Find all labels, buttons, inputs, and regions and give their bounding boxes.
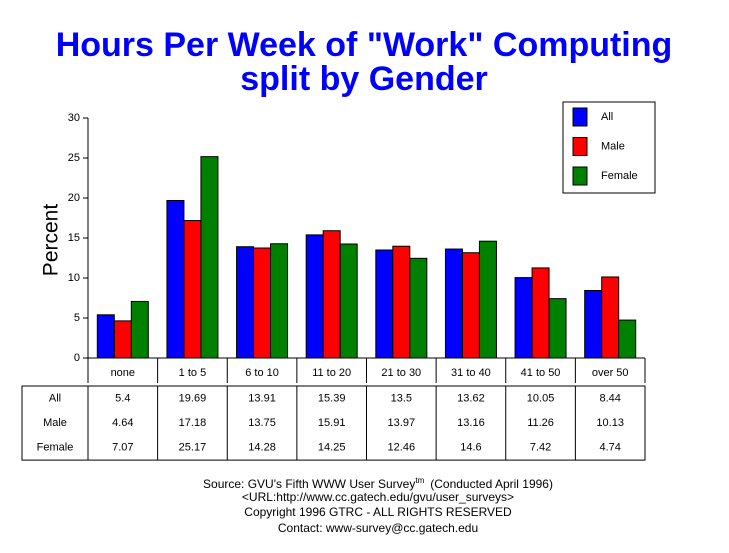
- legend-label: Male: [601, 140, 625, 152]
- conducted: (Conducted April 1996): [430, 477, 553, 491]
- table-cell: 15.39: [318, 392, 346, 404]
- bar: [444, 248, 463, 359]
- source-superscript: tm: [415, 476, 424, 485]
- table-cell: 19.69: [179, 392, 207, 404]
- x-tick-label: 1 to 5: [179, 367, 207, 379]
- table-cell: 8.44: [599, 392, 620, 404]
- chart-title: Hours Per Week of "Work" Computing: [56, 26, 673, 64]
- bar: [339, 243, 358, 359]
- table-cell: 11.26: [527, 417, 554, 429]
- legend-label: All: [601, 111, 613, 123]
- table-cell: 12.46: [388, 442, 416, 454]
- table-cell: 17.18: [179, 417, 207, 429]
- table-cell: 4.74: [599, 442, 620, 454]
- x-tick-label: 6 to 10: [245, 367, 279, 379]
- footer-copyright: Copyright 1996 GTRC - ALL RIGHTS RESERVE…: [244, 505, 512, 519]
- y-tick-label: 25: [68, 152, 80, 164]
- y-tick-label: 10: [68, 272, 80, 284]
- table-row-label: Male: [43, 417, 67, 429]
- y-tick-label: 15: [68, 232, 80, 244]
- source: Source: GVU's Fifth WWW User Survey: [203, 477, 415, 491]
- footer-contact: Contact: www-survey@cc.gatech.edu: [278, 521, 478, 535]
- table-cell: 7.42: [530, 442, 551, 454]
- bar: [322, 230, 341, 359]
- table-cell: 13.62: [457, 392, 485, 404]
- legend-swatch: [572, 107, 588, 127]
- bar: [305, 234, 324, 359]
- table-cell: 14.28: [248, 442, 276, 454]
- y-tick-label: 30: [68, 112, 80, 124]
- bar: [183, 220, 202, 359]
- table-cell: 15.91: [318, 417, 346, 429]
- table-cell: 5.4: [115, 392, 130, 404]
- bar: [113, 320, 132, 359]
- y-axis-label: Percent: [40, 204, 63, 277]
- x-tick-label: over 50: [592, 367, 629, 379]
- table-cell: 25.17: [179, 442, 207, 454]
- bar: [584, 289, 603, 359]
- footer-url: <URL:http://www.cc.gatech.edu/gvu/user_s…: [242, 490, 514, 504]
- footer-source: Source: GVU's Fifth WWW User Surveytm (Co…: [203, 476, 553, 491]
- y-tick-label: 20: [68, 192, 80, 204]
- bar: [392, 245, 411, 359]
- table-row-label: All: [49, 392, 61, 404]
- table-cell: 13.97: [388, 417, 416, 429]
- table-cell: 7.07: [112, 442, 133, 454]
- bar: [514, 277, 533, 359]
- chart-title: split by Gender: [240, 60, 488, 98]
- bar: [409, 257, 428, 359]
- x-tick-label: none: [111, 367, 135, 379]
- table-cell: 14.6: [460, 442, 481, 454]
- y-tick-label: 5: [74, 312, 80, 324]
- bar: [601, 276, 620, 359]
- bar: [531, 267, 550, 359]
- table-cell: 10.05: [527, 392, 555, 404]
- table-cell: 13.5: [391, 392, 412, 404]
- x-tick-label: 41 to 50: [521, 367, 561, 379]
- table-cell: 14.25: [318, 442, 346, 454]
- table-cell: 13.16: [457, 417, 485, 429]
- legend-label: Female: [601, 170, 638, 182]
- bar: [253, 247, 272, 359]
- table-row-label: Female: [37, 442, 74, 454]
- bar: [461, 252, 480, 359]
- x-tick-label: 21 to 30: [381, 367, 421, 379]
- table-cell: 13.91: [248, 392, 276, 404]
- bar: [618, 319, 637, 359]
- x-tick-label: 11 to 20: [312, 367, 351, 379]
- bar: [236, 246, 255, 359]
- bar: [200, 156, 219, 359]
- y-tick-label: 0: [74, 352, 80, 364]
- bar: [548, 298, 567, 359]
- legend-swatch: [572, 166, 588, 186]
- table-cell: 4.64: [112, 417, 133, 429]
- bar: [96, 314, 115, 359]
- table-cell: 13.75: [248, 417, 276, 429]
- bar: [478, 240, 497, 359]
- bar: [130, 300, 149, 359]
- bar: [270, 243, 289, 359]
- bar: [166, 199, 185, 359]
- legend-swatch: [572, 137, 588, 156]
- x-tick-label: 31 to 40: [451, 367, 491, 379]
- bar: [375, 249, 394, 359]
- table-cell: 10.13: [596, 417, 624, 429]
